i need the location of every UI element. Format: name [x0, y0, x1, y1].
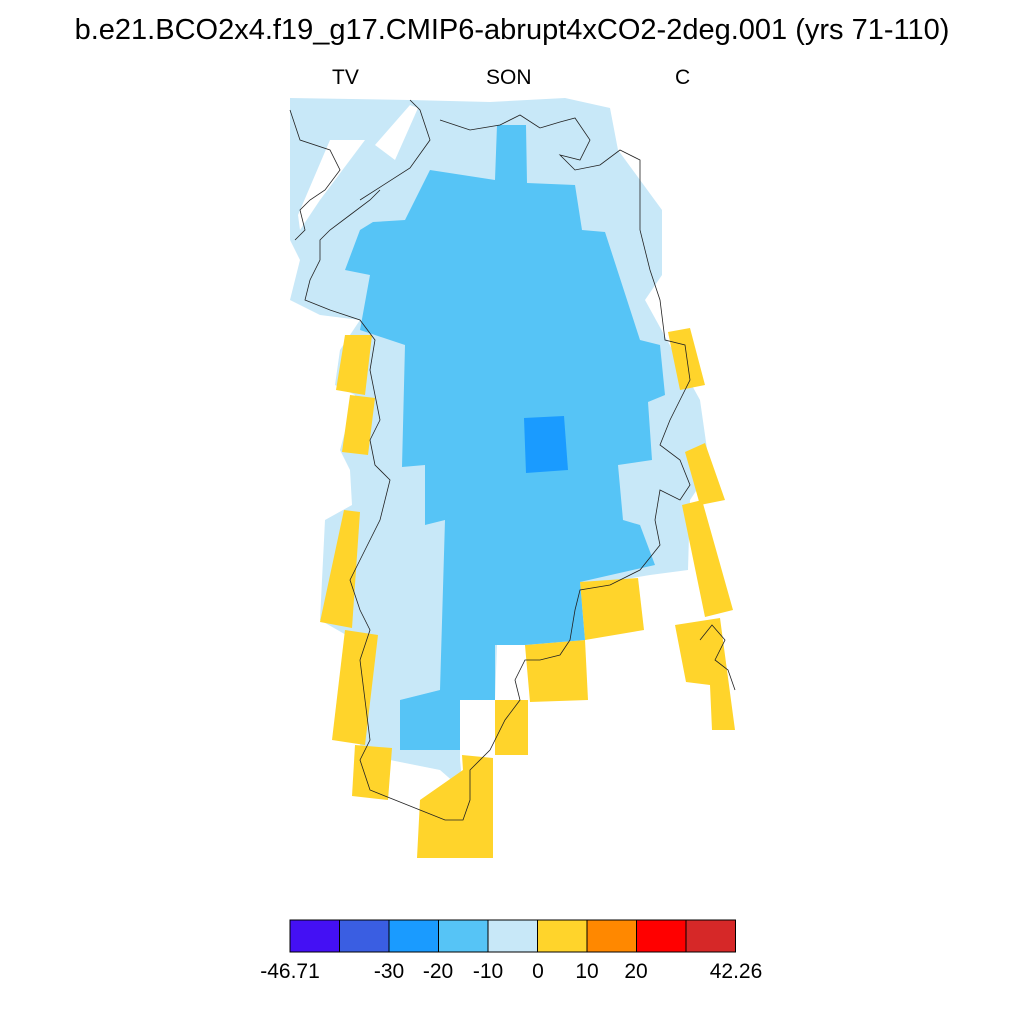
- map-cells: [290, 98, 735, 858]
- cell-yellow: [580, 578, 644, 640]
- plot-title: b.e21.BCO2x4.f19_g17.CMIP6-abrupt4xCO2-2…: [74, 14, 950, 46]
- colorbar-label: -46.71: [260, 960, 320, 983]
- cell-yellow: [668, 328, 705, 390]
- colorbar-label: -30: [373, 960, 405, 983]
- subtitle-season: SON: [486, 66, 532, 89]
- cell-dark-blue: [524, 416, 568, 473]
- cell-yellow: [332, 630, 378, 745]
- cell-gap: [375, 105, 418, 160]
- cell-gap: [298, 140, 365, 230]
- cell-medium-blue: [345, 125, 665, 750]
- cell-yellow: [342, 395, 375, 455]
- cell-yellow: [675, 618, 735, 730]
- cell-yellow: [320, 510, 360, 628]
- cell-yellow: [495, 700, 528, 755]
- colorbar-label: 10: [575, 960, 599, 983]
- colorbar-label: 42.26: [709, 960, 763, 983]
- colorbar-label: -20: [422, 960, 454, 983]
- cell-yellow: [525, 640, 588, 702]
- coastline: [289, 99, 736, 821]
- subtitle-variable: TV: [332, 66, 359, 89]
- subtitle-units: C: [675, 66, 691, 89]
- cell-yellow: [336, 335, 372, 395]
- cell-yellow: [682, 500, 733, 617]
- cell-yellow: [685, 443, 725, 505]
- colorbar-label: 20: [624, 960, 648, 983]
- cell-yellow: [417, 755, 493, 858]
- cell-yellow: [352, 745, 392, 800]
- colorbar-label: -10: [472, 960, 504, 983]
- colorbar-label: 0: [532, 960, 544, 983]
